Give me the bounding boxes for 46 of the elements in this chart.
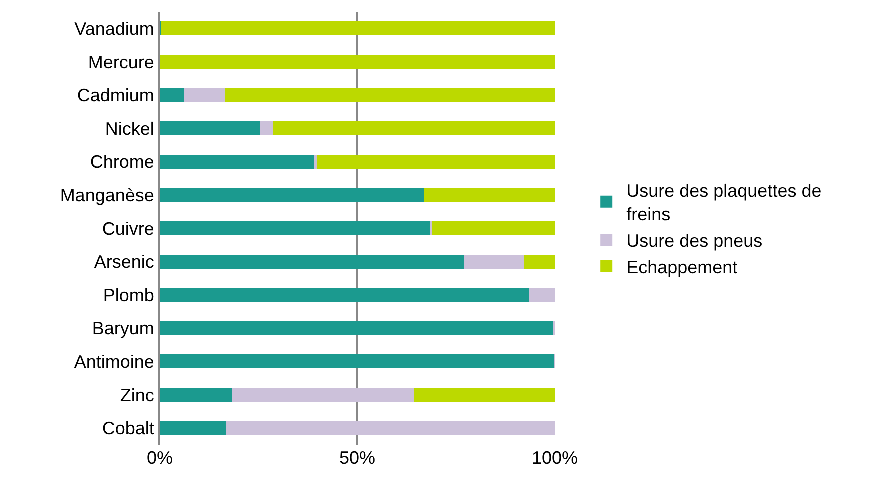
bar	[160, 88, 184, 102]
bar	[160, 154, 314, 169]
bar	[464, 254, 524, 269]
bar	[184, 88, 226, 102]
bar	[432, 222, 555, 236]
bar	[160, 321, 554, 336]
bar	[160, 122, 260, 136]
y-tick-label: Manganèse	[60, 185, 154, 206]
legend-label: Echappement	[626, 257, 738, 278]
bar	[160, 54, 555, 69]
bar	[260, 122, 273, 136]
x-tick-label: 50%	[339, 448, 376, 468]
bar	[524, 254, 555, 269]
bar	[160, 388, 233, 402]
bar	[414, 388, 555, 402]
y-tick-label: Vanadium	[74, 18, 154, 39]
bar	[424, 188, 555, 202]
y-tick-label: Chrome	[90, 152, 154, 172]
y-tick-label: Cobalt	[102, 418, 154, 439]
bar	[272, 122, 555, 136]
y-tick-label: Mercure	[88, 52, 154, 72]
bar	[226, 421, 555, 436]
bar	[225, 88, 555, 102]
bar	[160, 421, 226, 436]
bar	[160, 354, 554, 369]
y-tick-label: Nickel	[105, 118, 154, 139]
bar	[160, 254, 464, 269]
bar	[530, 288, 555, 302]
y-tick-label: Baryum	[92, 318, 154, 339]
y-tick-label: Plomb	[103, 285, 154, 306]
y-tick-label: Antimoine	[74, 352, 154, 372]
bar	[160, 222, 430, 236]
x-tick-label: 0%	[146, 448, 174, 468]
bar	[316, 154, 555, 169]
legend-label: Usure des plaquettes de freins	[626, 181, 822, 225]
y-tick-label: Arsenic	[94, 252, 154, 272]
y-tick-label: Cadmium	[77, 86, 154, 106]
bar	[160, 188, 424, 202]
x-tick-label: 100%	[532, 448, 578, 468]
bar	[161, 22, 555, 36]
y-tick-label: Cuivre	[102, 218, 154, 239]
y-tick-label: Zinc	[120, 385, 154, 406]
legend-label: Usure des pneus	[626, 231, 763, 252]
bar	[160, 288, 530, 302]
bar	[314, 154, 317, 169]
bar	[232, 388, 414, 402]
